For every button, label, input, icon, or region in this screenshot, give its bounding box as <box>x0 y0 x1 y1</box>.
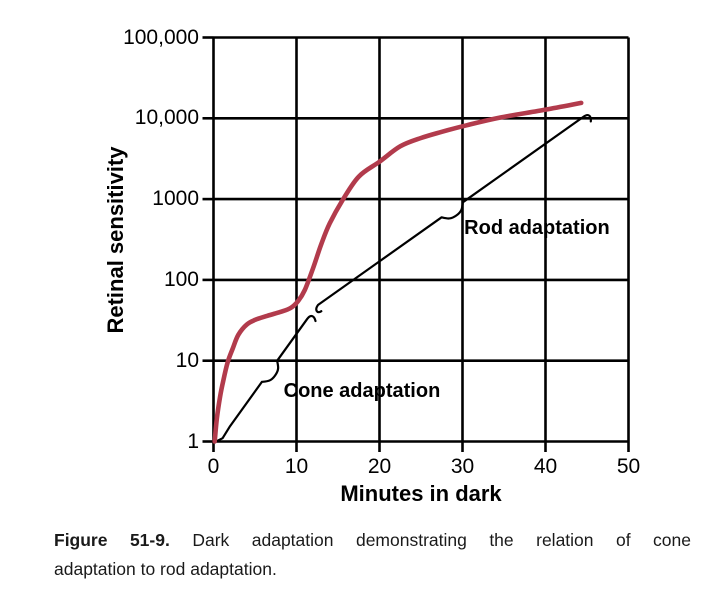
y-tick-label: 100 <box>163 267 199 291</box>
x-tick-label: 0 <box>207 455 220 478</box>
x-tick-label: 10 <box>284 455 309 478</box>
chart-canvas <box>202 36 630 452</box>
rod-adaptation-label: Rod adaptation <box>464 216 610 239</box>
caption-text-line1: Dark adaptation demonstrating the relati… <box>192 530 691 550</box>
x-tick-label: 20 <box>367 455 392 478</box>
rod-adaptation-curve <box>315 114 592 314</box>
x-tick-label: 40 <box>533 455 558 478</box>
caption-line-1: Figure 51-9. Dark adaptation demonstrati… <box>54 526 691 555</box>
y-tick-label: 1000 <box>152 187 199 211</box>
caption-figure-number: Figure 51-9. <box>54 530 170 550</box>
y-tick-label: 10 <box>175 348 199 372</box>
caption-line-2: adaptation to rod adaptation. <box>54 558 277 579</box>
cone-adaptation-curve <box>217 314 317 442</box>
x-tick-label: 30 <box>450 455 475 478</box>
x-axis-title: Minutes in dark <box>340 481 502 506</box>
y-axis-title: Retinal sensitivity <box>103 146 128 334</box>
figure-caption: Figure 51-9. Dark adaptation demonstrati… <box>54 526 691 583</box>
y-tick-label: 10,000 <box>134 106 199 130</box>
dark-adaptation-curve <box>212 100 584 444</box>
cone-adaptation-label: Cone adaptation <box>283 380 441 403</box>
y-tick-label: 100,000 <box>123 25 199 49</box>
y-tick-label: 1 <box>187 429 199 453</box>
x-tick-label: 50 <box>616 455 641 478</box>
dark-adaptation-chart: Retinal sensitivity Minutes in dark Rod … <box>103 25 641 507</box>
